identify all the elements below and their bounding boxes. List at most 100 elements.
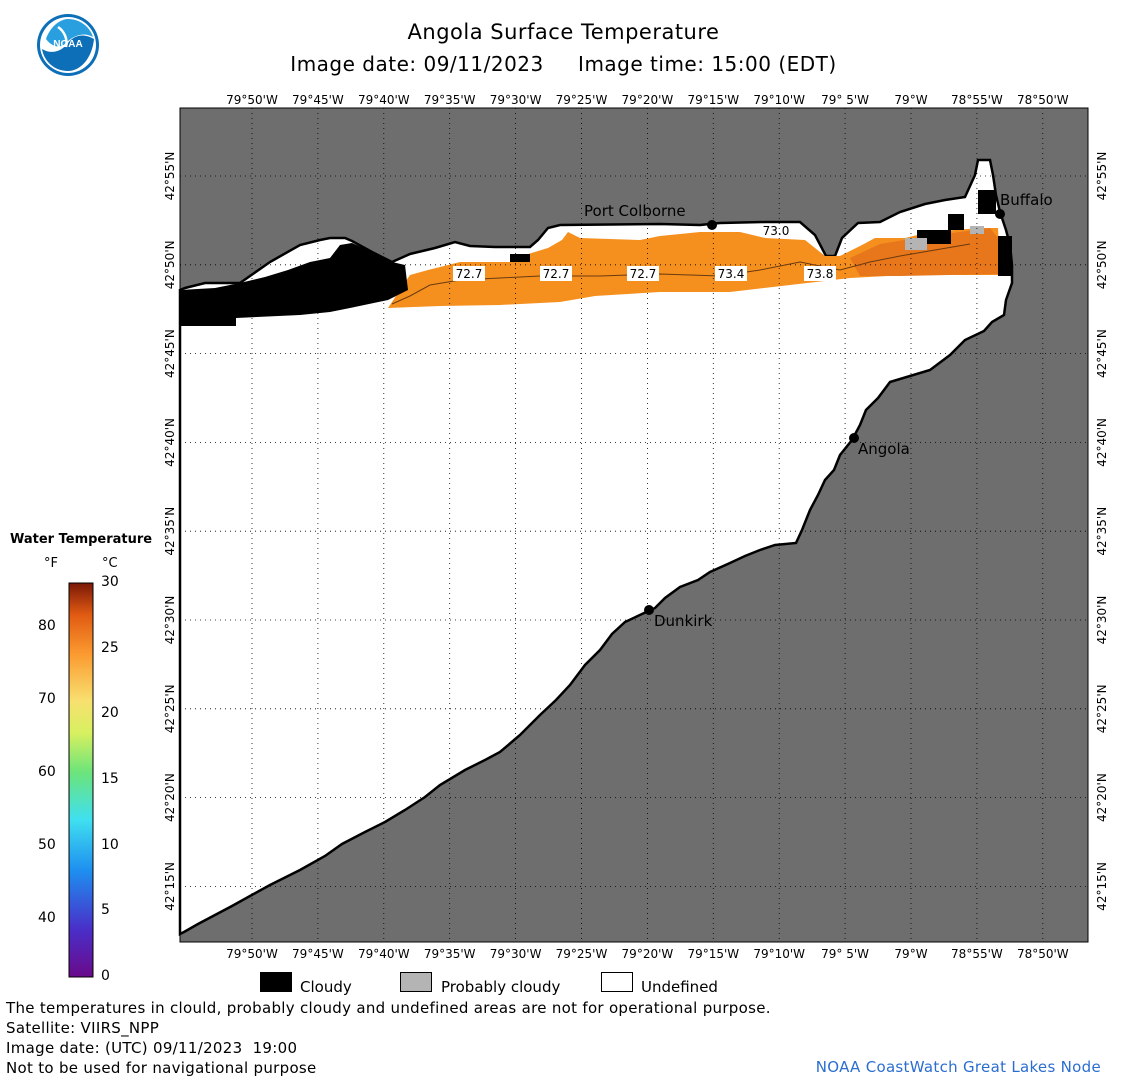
temp-label: 73.8 bbox=[804, 266, 836, 281]
lon-label-bottom: 78°55'W bbox=[951, 947, 1003, 961]
svg-text:73.0: 73.0 bbox=[763, 224, 790, 238]
lon-label-bottom: 79°40'W bbox=[358, 947, 410, 961]
cloud-patch bbox=[998, 236, 1012, 276]
lon-label-top: 78°50'W bbox=[1017, 93, 1069, 107]
svg-text:NOAA: NOAA bbox=[53, 39, 82, 50]
lon-label-bottom: 79°10'W bbox=[753, 947, 805, 961]
footer-credit: NOAA CoastWatch Great Lakes Node bbox=[815, 1058, 1101, 1076]
color-bar bbox=[68, 582, 94, 978]
lat-label-left: 42°55'N bbox=[163, 152, 177, 201]
lon-label-top: 79°W bbox=[894, 93, 927, 107]
svg-text:72.7: 72.7 bbox=[543, 267, 570, 281]
lat-label-right: 42°20'N bbox=[1095, 773, 1109, 822]
colorbar-tick-f: 60 bbox=[38, 763, 56, 780]
key-cloudy-label: Cloudy bbox=[300, 978, 352, 996]
cloud-patch bbox=[510, 254, 530, 262]
colorbar-tick-c: 10 bbox=[101, 836, 119, 853]
lon-label-bottom: 79° 5'W bbox=[821, 947, 869, 961]
svg-text:Port Colborne: Port Colborne bbox=[584, 202, 686, 220]
lat-label-right: 42°35'N bbox=[1095, 507, 1109, 556]
lat-label-right: 42°45'N bbox=[1095, 329, 1109, 378]
lon-label-bottom: 79°35'W bbox=[424, 947, 476, 961]
footer-navigation-warning: Not to be used for navigational purpose bbox=[6, 1059, 317, 1077]
colorbar-tick-c: 5 bbox=[101, 902, 110, 919]
svg-text:Buffalo: Buffalo bbox=[1000, 191, 1053, 209]
lat-label-left: 42°40'N bbox=[163, 418, 177, 467]
colorbar-tick-f: 80 bbox=[38, 617, 56, 634]
temp-label: 73.4 bbox=[715, 266, 747, 281]
probably-cloudy-patch bbox=[905, 238, 927, 250]
lon-label-bottom: 79°W bbox=[894, 947, 927, 961]
colorbar-tick-c: 0 bbox=[101, 968, 110, 984]
footer-disclaimer: The temperatures in clould, probably clo… bbox=[6, 999, 771, 1017]
colorbar-tick-f: 70 bbox=[38, 690, 56, 707]
map-title: Angola Surface Temperature bbox=[407, 20, 720, 44]
temp-label: 73.0 bbox=[763, 224, 790, 238]
place-dunkirk: Dunkirk bbox=[644, 605, 713, 630]
key-cloudy-swatch bbox=[260, 972, 292, 992]
colorbar-tick-f: 50 bbox=[38, 836, 56, 853]
lat-label-right: 42°15'N bbox=[1095, 862, 1109, 911]
temp-label: 72.7 bbox=[627, 266, 659, 281]
lon-label-top: 79°50'W bbox=[226, 93, 278, 107]
colorbar-tick-c: 20 bbox=[101, 705, 119, 722]
colorbar-tick-c: 15 bbox=[101, 771, 119, 787]
lat-label-right: 42°40'N bbox=[1095, 418, 1109, 467]
temp-label: 72.7 bbox=[453, 266, 485, 281]
key-undefined-swatch bbox=[601, 972, 633, 992]
lon-label-top: 79°10'W bbox=[753, 93, 805, 107]
legend-title: Water Temperature bbox=[10, 532, 153, 547]
temp-label: 72.7 bbox=[540, 266, 572, 281]
lon-label-top: 79°40'W bbox=[358, 93, 410, 107]
lat-label-right: 42°30'N bbox=[1095, 596, 1109, 645]
lon-label-bottom: 79°20'W bbox=[622, 947, 674, 961]
lat-label-left: 42°20'N bbox=[163, 773, 177, 822]
lon-label-bottom: 79°45'W bbox=[292, 947, 344, 961]
legend-unit-f: °F bbox=[44, 556, 58, 571]
footer-satellite: Satellite: VIIRS_NPP bbox=[6, 1019, 160, 1037]
place-buffalo: Buffalo bbox=[995, 191, 1053, 219]
lon-label-top: 79° 5'W bbox=[821, 93, 869, 107]
key-undefined-label: Undefined bbox=[641, 978, 718, 996]
lat-label-left: 42°15'N bbox=[163, 862, 177, 911]
lon-label-top: 79°15'W bbox=[687, 93, 739, 107]
svg-text:Angola: Angola bbox=[858, 440, 910, 458]
lon-label-bottom: 79°50'W bbox=[226, 947, 278, 961]
lat-label-right: 42°55'N bbox=[1095, 152, 1109, 201]
lon-label-bottom: 79°25'W bbox=[556, 947, 608, 961]
cloud-patch bbox=[978, 190, 996, 214]
isotherm-line bbox=[391, 243, 971, 305]
lat-label-left: 42°30'N bbox=[163, 596, 177, 645]
key-probably-cloudy-swatch bbox=[400, 972, 432, 992]
svg-text:72.7: 72.7 bbox=[630, 267, 657, 281]
water-temp-band bbox=[388, 228, 1000, 308]
lon-label-bottom: 79°30'W bbox=[490, 947, 542, 961]
place-port-colborne: Port Colborne bbox=[584, 202, 717, 230]
noaa-logo-icon: NOAA bbox=[37, 14, 99, 76]
lat-lon-grid bbox=[180, 108, 1088, 942]
lon-label-bottom: 79°15'W bbox=[687, 947, 739, 961]
lon-label-top: 78°55'W bbox=[951, 93, 1003, 107]
key-probably-cloudy-label: Probably cloudy bbox=[441, 978, 561, 996]
colorbar-tick-c: 25 bbox=[101, 639, 119, 656]
colorbar-tick-f: 40 bbox=[38, 909, 56, 926]
svg-text:Dunkirk: Dunkirk bbox=[654, 612, 713, 630]
image-date-line: Image date: 09/11/2023 Image time: 15:00… bbox=[290, 52, 837, 76]
footer-image-date: Image date: (UTC) 09/11/2023 19:00 bbox=[6, 1039, 298, 1057]
lon-label-top: 79°30'W bbox=[490, 93, 542, 107]
lat-label-right: 42°25'N bbox=[1095, 684, 1109, 733]
lon-label-top: 79°20'W bbox=[622, 93, 674, 107]
lon-label-top: 79°45'W bbox=[292, 93, 344, 107]
place-angola: Angola bbox=[849, 433, 910, 458]
colorbar-tick-c: 30 bbox=[101, 574, 119, 590]
svg-text:72.7: 72.7 bbox=[456, 267, 483, 281]
lon-label-top: 79°25'W bbox=[556, 93, 608, 107]
axis-labels: 79°50'W 79°50'W 79°45'W 79°45'W 79°40'W 79°40… bbox=[163, 93, 1109, 961]
lake-erie-water bbox=[178, 158, 1014, 937]
lat-label-left: 42°35'N bbox=[163, 507, 177, 556]
cloud-patch bbox=[948, 214, 964, 230]
lon-label-bottom: 78°50'W bbox=[1017, 947, 1069, 961]
lat-label-right: 42°50'N bbox=[1095, 240, 1109, 289]
lat-label-left: 42°25'N bbox=[163, 684, 177, 733]
